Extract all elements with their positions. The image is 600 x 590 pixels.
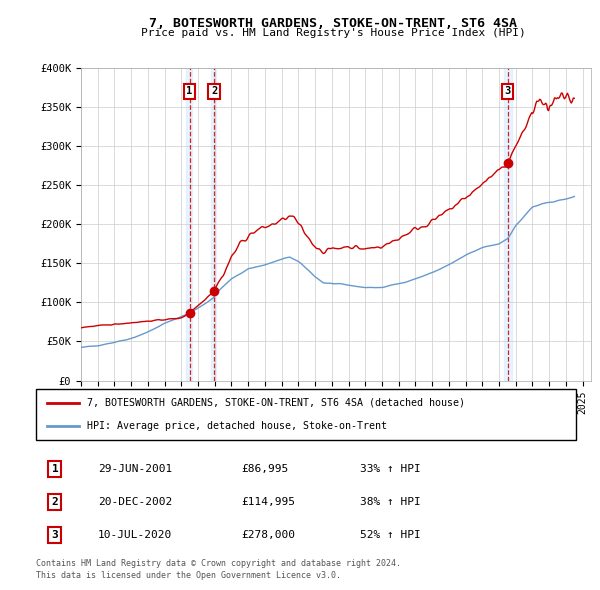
Text: 7, BOTESWORTH GARDENS, STOKE-ON-TRENT, ST6 4SA (detached house): 7, BOTESWORTH GARDENS, STOKE-ON-TRENT, S… (88, 398, 466, 408)
FancyBboxPatch shape (36, 389, 576, 440)
Text: 10-JUL-2020: 10-JUL-2020 (98, 530, 172, 540)
Text: 2: 2 (211, 86, 217, 96)
Text: This data is licensed under the Open Government Licence v3.0.: This data is licensed under the Open Gov… (36, 571, 341, 579)
Text: 1: 1 (52, 464, 58, 474)
Text: 52% ↑ HPI: 52% ↑ HPI (360, 530, 421, 540)
Bar (187, 68, 192, 381)
Text: 29-JUN-2001: 29-JUN-2001 (98, 464, 172, 474)
Bar (211, 68, 217, 381)
Text: 33% ↑ HPI: 33% ↑ HPI (360, 464, 421, 474)
Text: 1: 1 (187, 86, 193, 96)
Text: £114,995: £114,995 (241, 497, 295, 507)
Text: £86,995: £86,995 (241, 464, 289, 474)
Bar (504, 68, 512, 381)
Text: £278,000: £278,000 (241, 530, 295, 540)
Text: 3: 3 (505, 86, 511, 96)
Text: 20-DEC-2002: 20-DEC-2002 (98, 497, 172, 507)
Text: Price paid vs. HM Land Registry's House Price Index (HPI): Price paid vs. HM Land Registry's House … (140, 28, 526, 38)
Text: Contains HM Land Registry data © Crown copyright and database right 2024.: Contains HM Land Registry data © Crown c… (36, 559, 401, 568)
Text: 7, BOTESWORTH GARDENS, STOKE-ON-TRENT, ST6 4SA: 7, BOTESWORTH GARDENS, STOKE-ON-TRENT, S… (149, 17, 517, 30)
Text: 2: 2 (52, 497, 58, 507)
Text: 3: 3 (52, 530, 58, 540)
Text: 38% ↑ HPI: 38% ↑ HPI (360, 497, 421, 507)
Text: HPI: Average price, detached house, Stoke-on-Trent: HPI: Average price, detached house, Stok… (88, 421, 388, 431)
